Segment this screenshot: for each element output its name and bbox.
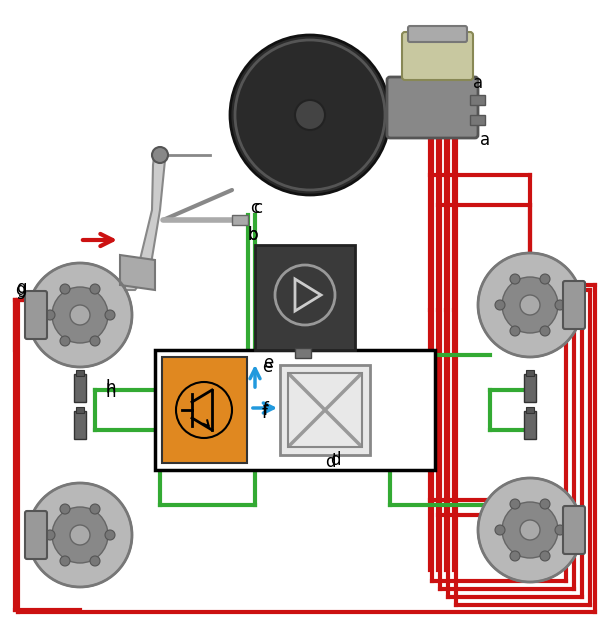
Circle shape bbox=[45, 530, 55, 540]
Text: h: h bbox=[105, 383, 115, 401]
Bar bbox=[162, 357, 247, 463]
Text: g: g bbox=[16, 279, 26, 297]
Text: d: d bbox=[330, 451, 340, 469]
Circle shape bbox=[176, 382, 232, 438]
Bar bbox=[470, 115, 485, 125]
Bar bbox=[76, 407, 84, 413]
Circle shape bbox=[510, 326, 520, 336]
Bar bbox=[255, 245, 355, 350]
Circle shape bbox=[90, 336, 100, 346]
Circle shape bbox=[295, 100, 325, 130]
Circle shape bbox=[60, 336, 70, 346]
FancyBboxPatch shape bbox=[563, 506, 585, 554]
Circle shape bbox=[60, 284, 70, 294]
Text: a: a bbox=[473, 74, 483, 92]
Circle shape bbox=[555, 525, 565, 535]
Circle shape bbox=[510, 499, 520, 509]
Bar bbox=[280, 365, 370, 455]
Text: f: f bbox=[262, 404, 268, 422]
Circle shape bbox=[502, 277, 558, 333]
Circle shape bbox=[540, 499, 550, 509]
Circle shape bbox=[52, 507, 108, 563]
Polygon shape bbox=[120, 255, 155, 290]
Circle shape bbox=[152, 147, 168, 163]
Text: c: c bbox=[250, 199, 259, 217]
Text: a: a bbox=[480, 131, 490, 149]
Bar bbox=[526, 370, 534, 376]
Circle shape bbox=[495, 525, 505, 535]
Circle shape bbox=[520, 520, 540, 540]
Bar bbox=[76, 370, 84, 376]
Circle shape bbox=[105, 530, 115, 540]
FancyBboxPatch shape bbox=[563, 281, 585, 329]
Circle shape bbox=[520, 295, 540, 315]
Circle shape bbox=[478, 253, 582, 357]
Bar bbox=[74, 411, 86, 439]
FancyBboxPatch shape bbox=[25, 291, 47, 339]
Circle shape bbox=[28, 263, 132, 367]
Text: e: e bbox=[263, 354, 273, 372]
Bar bbox=[524, 411, 536, 439]
Bar bbox=[288, 373, 362, 447]
Bar bbox=[470, 95, 485, 105]
Circle shape bbox=[510, 551, 520, 561]
Bar bbox=[74, 374, 86, 402]
Circle shape bbox=[230, 35, 390, 195]
Circle shape bbox=[45, 310, 55, 320]
Circle shape bbox=[502, 502, 558, 558]
Text: e: e bbox=[262, 358, 272, 376]
Text: b: b bbox=[248, 226, 259, 244]
FancyBboxPatch shape bbox=[25, 511, 47, 559]
FancyBboxPatch shape bbox=[387, 77, 478, 138]
Bar bbox=[232, 215, 248, 225]
Circle shape bbox=[105, 310, 115, 320]
FancyBboxPatch shape bbox=[408, 26, 467, 42]
Circle shape bbox=[555, 300, 565, 310]
Circle shape bbox=[90, 504, 100, 514]
Bar bbox=[526, 407, 534, 413]
Bar bbox=[155, 350, 435, 470]
Bar bbox=[524, 374, 536, 402]
Circle shape bbox=[540, 274, 550, 284]
Text: f: f bbox=[263, 401, 269, 419]
Text: d: d bbox=[325, 453, 336, 471]
FancyBboxPatch shape bbox=[402, 32, 473, 80]
Circle shape bbox=[478, 478, 582, 582]
Bar bbox=[295, 348, 311, 358]
Circle shape bbox=[52, 287, 108, 343]
Circle shape bbox=[70, 305, 90, 325]
Text: g: g bbox=[15, 281, 26, 299]
Polygon shape bbox=[125, 150, 165, 290]
Circle shape bbox=[540, 551, 550, 561]
Circle shape bbox=[90, 556, 100, 566]
Circle shape bbox=[540, 326, 550, 336]
Circle shape bbox=[510, 274, 520, 284]
Text: b: b bbox=[248, 226, 259, 244]
Circle shape bbox=[495, 300, 505, 310]
Circle shape bbox=[70, 525, 90, 545]
Circle shape bbox=[28, 483, 132, 587]
Text: h: h bbox=[105, 379, 115, 397]
Circle shape bbox=[90, 284, 100, 294]
Circle shape bbox=[60, 504, 70, 514]
Text: c: c bbox=[253, 199, 262, 217]
Circle shape bbox=[60, 556, 70, 566]
